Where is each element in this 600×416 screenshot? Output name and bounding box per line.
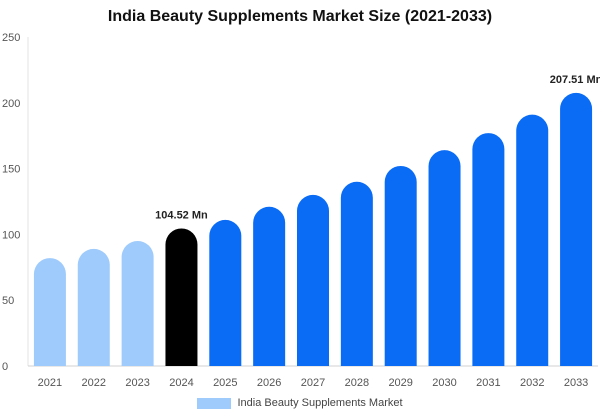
legend: India Beauty Supplements Market — [0, 397, 600, 409]
bar-2023 — [121, 240, 154, 366]
x-tick-label: 2027 — [301, 377, 325, 389]
y-tick-label: 0 — [2, 361, 8, 373]
bar-2032 — [516, 114, 549, 366]
y-tick-label: 100 — [2, 229, 20, 241]
legend-swatch — [197, 397, 232, 409]
x-tick-label: 2022 — [82, 377, 106, 389]
x-tick-label: 2029 — [388, 377, 412, 389]
x-tick-label: 2030 — [432, 377, 456, 389]
y-tick-label: 50 — [2, 295, 14, 307]
y-tick-label: 250 — [2, 32, 20, 44]
x-tick-label: 2025 — [213, 377, 237, 389]
x-tick-label: 2028 — [345, 377, 369, 389]
x-tick-label: 2033 — [564, 377, 588, 389]
bar-2033 — [560, 92, 593, 366]
bar-2027 — [297, 194, 329, 366]
bar-2024 — [165, 228, 198, 366]
y-tick-label: 200 — [2, 98, 20, 110]
chart-title: India Beauty Supplements Market Size (20… — [107, 8, 493, 25]
x-tick-label: 2032 — [520, 377, 544, 389]
x-tick-label: 2023 — [125, 377, 149, 389]
data-label: 207.51 Mn — [550, 74, 600, 86]
legend-label: India Beauty Supplements Market — [237, 397, 403, 409]
bar-2026 — [253, 206, 286, 366]
bar-2025 — [209, 219, 242, 366]
y-tick-label: 150 — [2, 164, 20, 176]
bar-2031 — [472, 133, 505, 366]
x-tick-label: 2031 — [476, 377, 500, 389]
x-tick-label: 2024 — [169, 377, 193, 389]
data-label: 104.52 Mn — [155, 209, 208, 221]
bar-2029 — [384, 165, 417, 366]
x-tick-label: 2026 — [257, 377, 281, 389]
bar-2022 — [77, 248, 110, 366]
bar-2030 — [428, 150, 461, 366]
bar-2021 — [33, 258, 66, 366]
bar-2028 — [340, 181, 373, 366]
x-tick-label: 2021 — [38, 377, 62, 389]
